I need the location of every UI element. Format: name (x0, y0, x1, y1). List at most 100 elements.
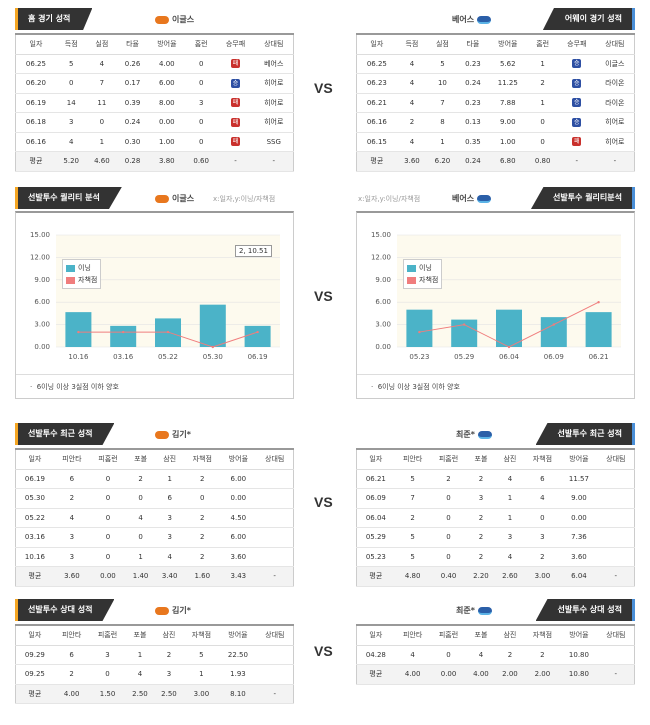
average-cell: 2.20 (466, 566, 496, 587)
recent-right-title: 선발투수 최근 성적 (535, 423, 635, 445)
table-cell: 2 (466, 527, 496, 548)
vs-right-header: 최준* 선발투수 상대 성적 (356, 599, 635, 621)
table-cell: 0.17 (117, 73, 148, 94)
table-cell: 0.00 (220, 488, 257, 509)
table-cell (256, 469, 294, 489)
table-cell: 06.23 (356, 73, 397, 94)
average-cell: 3.43 (220, 566, 257, 587)
table-cell: 4 (396, 93, 428, 113)
table-cell: 7.36 (560, 527, 598, 548)
table-cell: 0 (89, 547, 127, 567)
table-cell: 2 (394, 508, 431, 528)
table-row: 05.29 5 0 2 3 3 7.36 (356, 527, 635, 548)
win-badge-icon: 승 (572, 78, 582, 88)
recent-left-pitcher: 김기* (155, 429, 191, 440)
table-cell: 2 (126, 469, 156, 489)
chart-tooltip: 2, 10.51 (235, 245, 272, 257)
table-cell: 1.00 (147, 132, 186, 152)
table-cell: 0 (185, 73, 217, 94)
average-cell: 5.20 (55, 151, 87, 172)
table-cell: 0 (430, 527, 467, 548)
table-cell: 히어로 (595, 112, 635, 133)
quality-right-note: · 6이닝 이상 3실점 이하 양호 (357, 374, 634, 398)
x-tick-label: 05.30 (203, 353, 223, 361)
table-cell: 11.57 (560, 469, 598, 489)
innings-bar (585, 312, 612, 347)
loss-badge-icon: 패 (230, 137, 240, 147)
column-header: 일자 (15, 34, 56, 55)
legend-item-er: 자책점 (66, 274, 97, 286)
average-cell: 3.00 (183, 684, 220, 704)
y-tick-label: 3.00 (375, 321, 391, 329)
win-badge-icon: 승 (572, 59, 582, 69)
table-cell: 0 (89, 488, 127, 509)
column-header: 승무패 (216, 34, 255, 55)
y-tick-label: 12.00 (371, 253, 391, 261)
x-tick-label: 05.22 (158, 353, 178, 361)
away-record-panel: 베어스 어웨이 경기 성적 일자 득점 실점 타율 방어율 홈런 승무패 상대팀 06.25 4 5… (356, 8, 635, 172)
average-cell: - (256, 566, 294, 587)
away-team-name: 베어스 (452, 15, 475, 24)
table-cell: 2 (184, 547, 221, 567)
table-cell (597, 547, 635, 567)
table-cell: 2 (466, 508, 496, 528)
table-cell (597, 488, 635, 509)
table-cell: 2 (466, 469, 496, 489)
column-header: 일자 (356, 34, 397, 55)
table-cell: 11 (86, 93, 118, 113)
result-cell: 승 (557, 54, 596, 74)
column-header: 득점 (55, 34, 87, 55)
average-row: 평균 4.00 1.50 2.50 2.50 3.00 8.10- (15, 684, 294, 704)
innings-bar (496, 309, 522, 347)
earned-runs-point (211, 345, 214, 349)
table-cell: 5 (55, 54, 87, 74)
table-cell: 6 (524, 469, 561, 489)
innings-bar (406, 309, 433, 347)
table-cell (256, 508, 294, 528)
vs-left-panel: 선발투수 상대 성적 김기* 일자 피안타 피홈런 포볼 삼진 자책점 방어율 상대팀 09.2… (15, 599, 294, 704)
average-cell: 3.60 (53, 566, 90, 587)
average-cell: 0.40 (430, 566, 467, 587)
table-cell: SSG (254, 132, 294, 152)
column-header: 삼진 (154, 625, 184, 646)
average-cell: 2.50 (125, 684, 155, 704)
table-row: 06.16 2 8 0.13 9.00 0 승 히어로 (356, 112, 635, 133)
average-cell: - (597, 664, 635, 685)
table-row: 09.25 2 0 4 3 1 1.93 (15, 664, 294, 685)
column-header: 실점 (427, 34, 458, 55)
column-header: 승무패 (557, 34, 596, 55)
quality-right-chart-svg: 0.00 3.00 6.00 9.00 12.00 15.00 05.23 05.29 06.0… (371, 231, 621, 361)
column-header: 타율 (457, 34, 489, 55)
column-header: 타율 (117, 34, 148, 55)
table-cell (597, 508, 635, 528)
x-tick-label: 06.21 (589, 353, 609, 361)
table-cell: 1 (125, 645, 155, 665)
average-cell: 4.00 (466, 664, 496, 685)
column-header: 피안타 (394, 449, 431, 470)
table-cell: 0 (55, 73, 87, 94)
table-cell: 7.88 (488, 93, 528, 113)
table-cell: 0 (430, 547, 467, 567)
bears-logo-icon (477, 194, 492, 203)
table-cell: 4 (86, 54, 118, 74)
column-header: 일자 (15, 449, 54, 470)
table-cell: 06.19 (15, 469, 54, 489)
table-cell: 3 (53, 527, 90, 548)
table-cell: 4 (524, 488, 561, 509)
table-cell: 03.16 (15, 527, 54, 548)
average-cell: 4.80 (394, 566, 431, 587)
table-cell: 6 (155, 488, 185, 509)
quality-right-title: 선발투수 퀄리티분석 (530, 187, 635, 209)
table-cell: 0 (527, 132, 558, 152)
y-tick-label: 6.00 (375, 298, 391, 306)
table-cell: 0.13 (457, 112, 489, 133)
bears-logo-icon (477, 430, 492, 439)
table-cell: 9.00 (560, 488, 598, 509)
vs-left-header: 선발투수 상대 성적 김기* (15, 599, 294, 621)
table-cell (597, 527, 635, 548)
quality-right-team-name: 베어스 (452, 194, 475, 203)
table-cell: 1.93 (219, 664, 257, 685)
table-cell: 10.80 (560, 645, 598, 665)
table-cell: 2 (396, 112, 428, 133)
earned-runs-point (418, 330, 421, 334)
